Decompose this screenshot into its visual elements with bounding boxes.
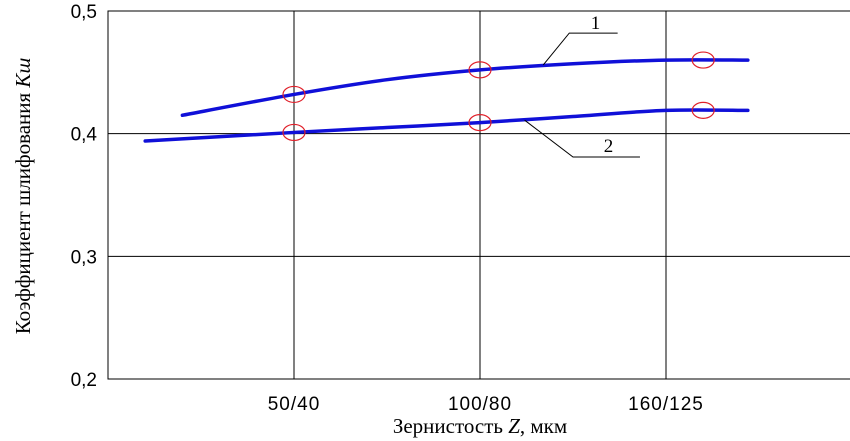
- x-tick-label: 160/125: [628, 394, 704, 415]
- data-point-marker: [691, 101, 715, 119]
- series-label-1: 1: [591, 13, 601, 34]
- series-leader-1: [542, 32, 618, 66]
- series-layer: [143, 51, 750, 143]
- x-axis-title-unit: , мкм: [520, 414, 567, 438]
- y-tick-label: 0,4: [71, 125, 98, 146]
- data-point-marker: [468, 114, 492, 132]
- y-tick-label: 0,2: [71, 370, 97, 391]
- x-tick-label: 100/80: [448, 394, 512, 415]
- x-axis-title: Зернистость Z, мкм: [393, 414, 567, 438]
- x-axis-title-var: Z: [508, 414, 520, 438]
- y-tick-label: 0,5: [71, 2, 97, 23]
- data-point-marker: [282, 123, 306, 142]
- ticks: 50/40 100/80 160/125 0,5 0,4 0,3 0,2: [71, 2, 704, 415]
- series-line-1: [180, 58, 750, 118]
- series-labels: 12: [524, 13, 640, 158]
- data-point-marker: [282, 85, 306, 104]
- series-line-2: [143, 108, 750, 143]
- y-axis-title-text: Коэффициент шлифования: [11, 88, 35, 335]
- plot-area: [107, 10, 850, 380]
- y-axis-title: Коэффициент шлифования Kш: [11, 58, 35, 335]
- series-leader-2: [524, 119, 640, 158]
- y-axis-title-var: Kш: [11, 58, 35, 89]
- grid: [108, 11, 850, 379]
- y-tick-label: 0,3: [71, 247, 97, 268]
- x-axis-title-text: Зернистость: [393, 414, 508, 438]
- data-point-marker: [468, 61, 492, 79]
- data-point-marker: [691, 51, 715, 69]
- x-tick-label: 50/40: [268, 394, 321, 415]
- series-label-2: 2: [604, 136, 614, 157]
